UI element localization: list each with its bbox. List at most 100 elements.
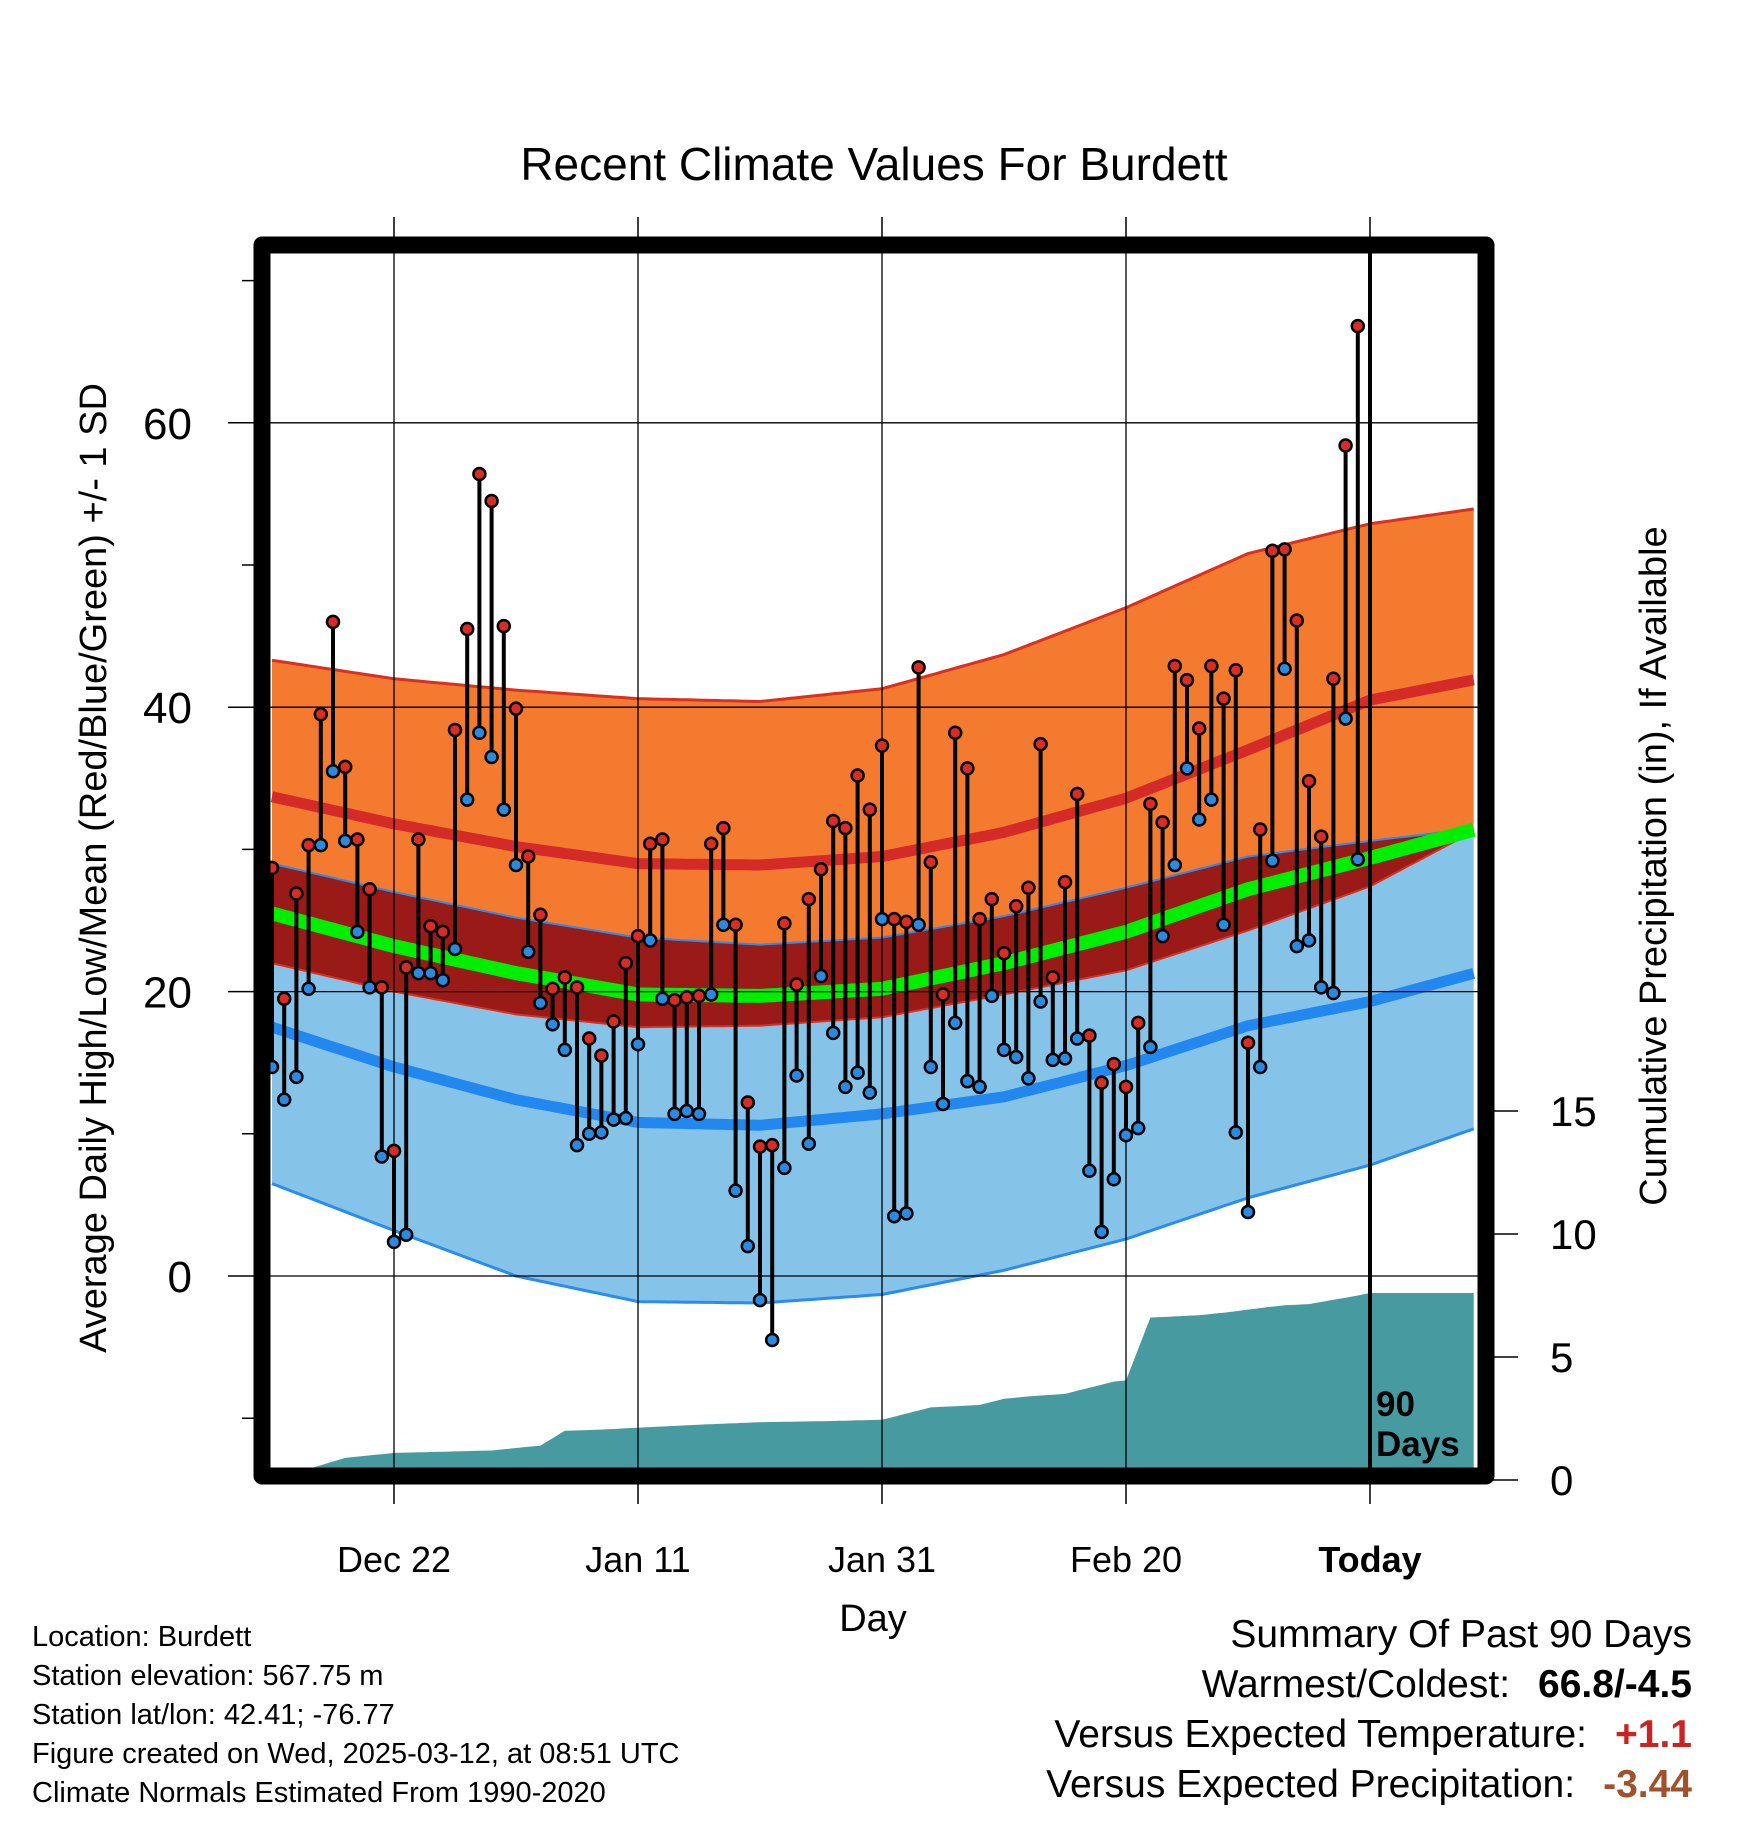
low-point [960,1073,975,1089]
high-point [435,924,451,940]
high-point [947,725,963,741]
low-sd-band [272,831,1474,1303]
low-point [337,833,353,849]
low-point [1277,661,1292,677]
high-point [1021,880,1036,896]
station-info: Location: Burdett Station elevation: 567… [32,1618,680,1813]
high-point [606,1014,621,1029]
low-point [703,987,719,1002]
low-point [276,1092,292,1107]
high-point [703,836,719,851]
low-point [1045,1052,1061,1068]
high-point [1265,543,1280,559]
today-marker-label: 90 [1376,1385,1415,1424]
low-point [1191,812,1207,827]
high-point [1118,1079,1134,1095]
today-marker-label: Days [1376,1425,1460,1464]
high-point [447,722,463,738]
high-point [1143,796,1158,812]
high-point [801,891,817,907]
low-point [764,1332,780,1348]
high-point [301,837,316,853]
high-point [1057,874,1073,890]
high-point [618,955,634,971]
low-point [801,1136,817,1152]
location-text: Location: Burdett [32,1621,252,1653]
high-point [1301,773,1317,789]
low-point [1008,1049,1024,1065]
low-point [472,725,487,741]
low-point [1179,761,1195,776]
high-point [337,759,353,775]
low-point [374,1149,390,1164]
low-point [423,965,438,981]
low-point [923,1059,939,1075]
low-point [972,1079,987,1095]
high-point [1289,613,1305,628]
high-point [1130,1015,1146,1031]
x-tick-label: Jan 11 [585,1539,690,1580]
high-point [667,992,682,1008]
low-point [813,968,829,984]
low-point [642,933,658,948]
high-point [1338,438,1353,453]
high-point [825,813,841,829]
low-point [1265,853,1280,869]
low-point [350,924,365,940]
low-point [1033,994,1048,1009]
low-point [325,763,341,779]
y-tick-label: 40 [143,684,192,733]
high-point [508,701,524,716]
high-point [398,960,414,975]
low-point [1228,1125,1244,1140]
low-point [1094,1224,1109,1240]
high-point [874,738,890,753]
high-point [691,988,707,1004]
plot-frame [253,236,1495,1485]
high-point [972,911,987,927]
low-point [362,980,377,995]
y2-tick-label: 0 [1550,1457,1573,1504]
low-point [984,988,1000,1004]
low-point [411,965,426,981]
high-point [740,1095,756,1110]
low-point [545,1017,560,1032]
high-point [655,832,670,847]
high-point [1167,658,1183,674]
high-point [813,862,829,877]
low-point [447,941,463,957]
low-point [606,1112,621,1127]
low-point [1204,792,1219,807]
high-point [899,914,914,930]
high-point [862,802,878,817]
high-point [886,911,902,927]
high-point [728,917,743,933]
warmest-coldest-row: Warmest/Coldest: 66.8/-4.5 [1046,1660,1692,1710]
high-point [1313,829,1329,844]
high-point [996,945,1012,961]
high-sd-lower-line [271,830,1475,1029]
x-axis-label: Day [839,1598,907,1640]
low-point [1118,1127,1134,1143]
latlon-text: Station lat/lon: 42.41; -76.77 [32,1699,395,1731]
high-point [764,1137,780,1153]
low-point [484,749,499,765]
low-point [581,1126,597,1142]
low-point [386,1234,402,1250]
high-point [386,1143,402,1159]
high-point [1326,671,1341,687]
y-tick-label: 60 [143,400,192,449]
low-point [569,1137,585,1153]
low-point [1106,1172,1122,1187]
high-point [923,854,939,870]
low-point [1252,1059,1268,1075]
high-point [1094,1075,1109,1090]
low-point [947,1015,963,1031]
high-point [1277,542,1292,557]
high-point [569,980,585,995]
low-point [1082,1163,1097,1179]
low-point [825,1025,841,1041]
low-point [728,1183,743,1198]
high-point [533,907,548,923]
